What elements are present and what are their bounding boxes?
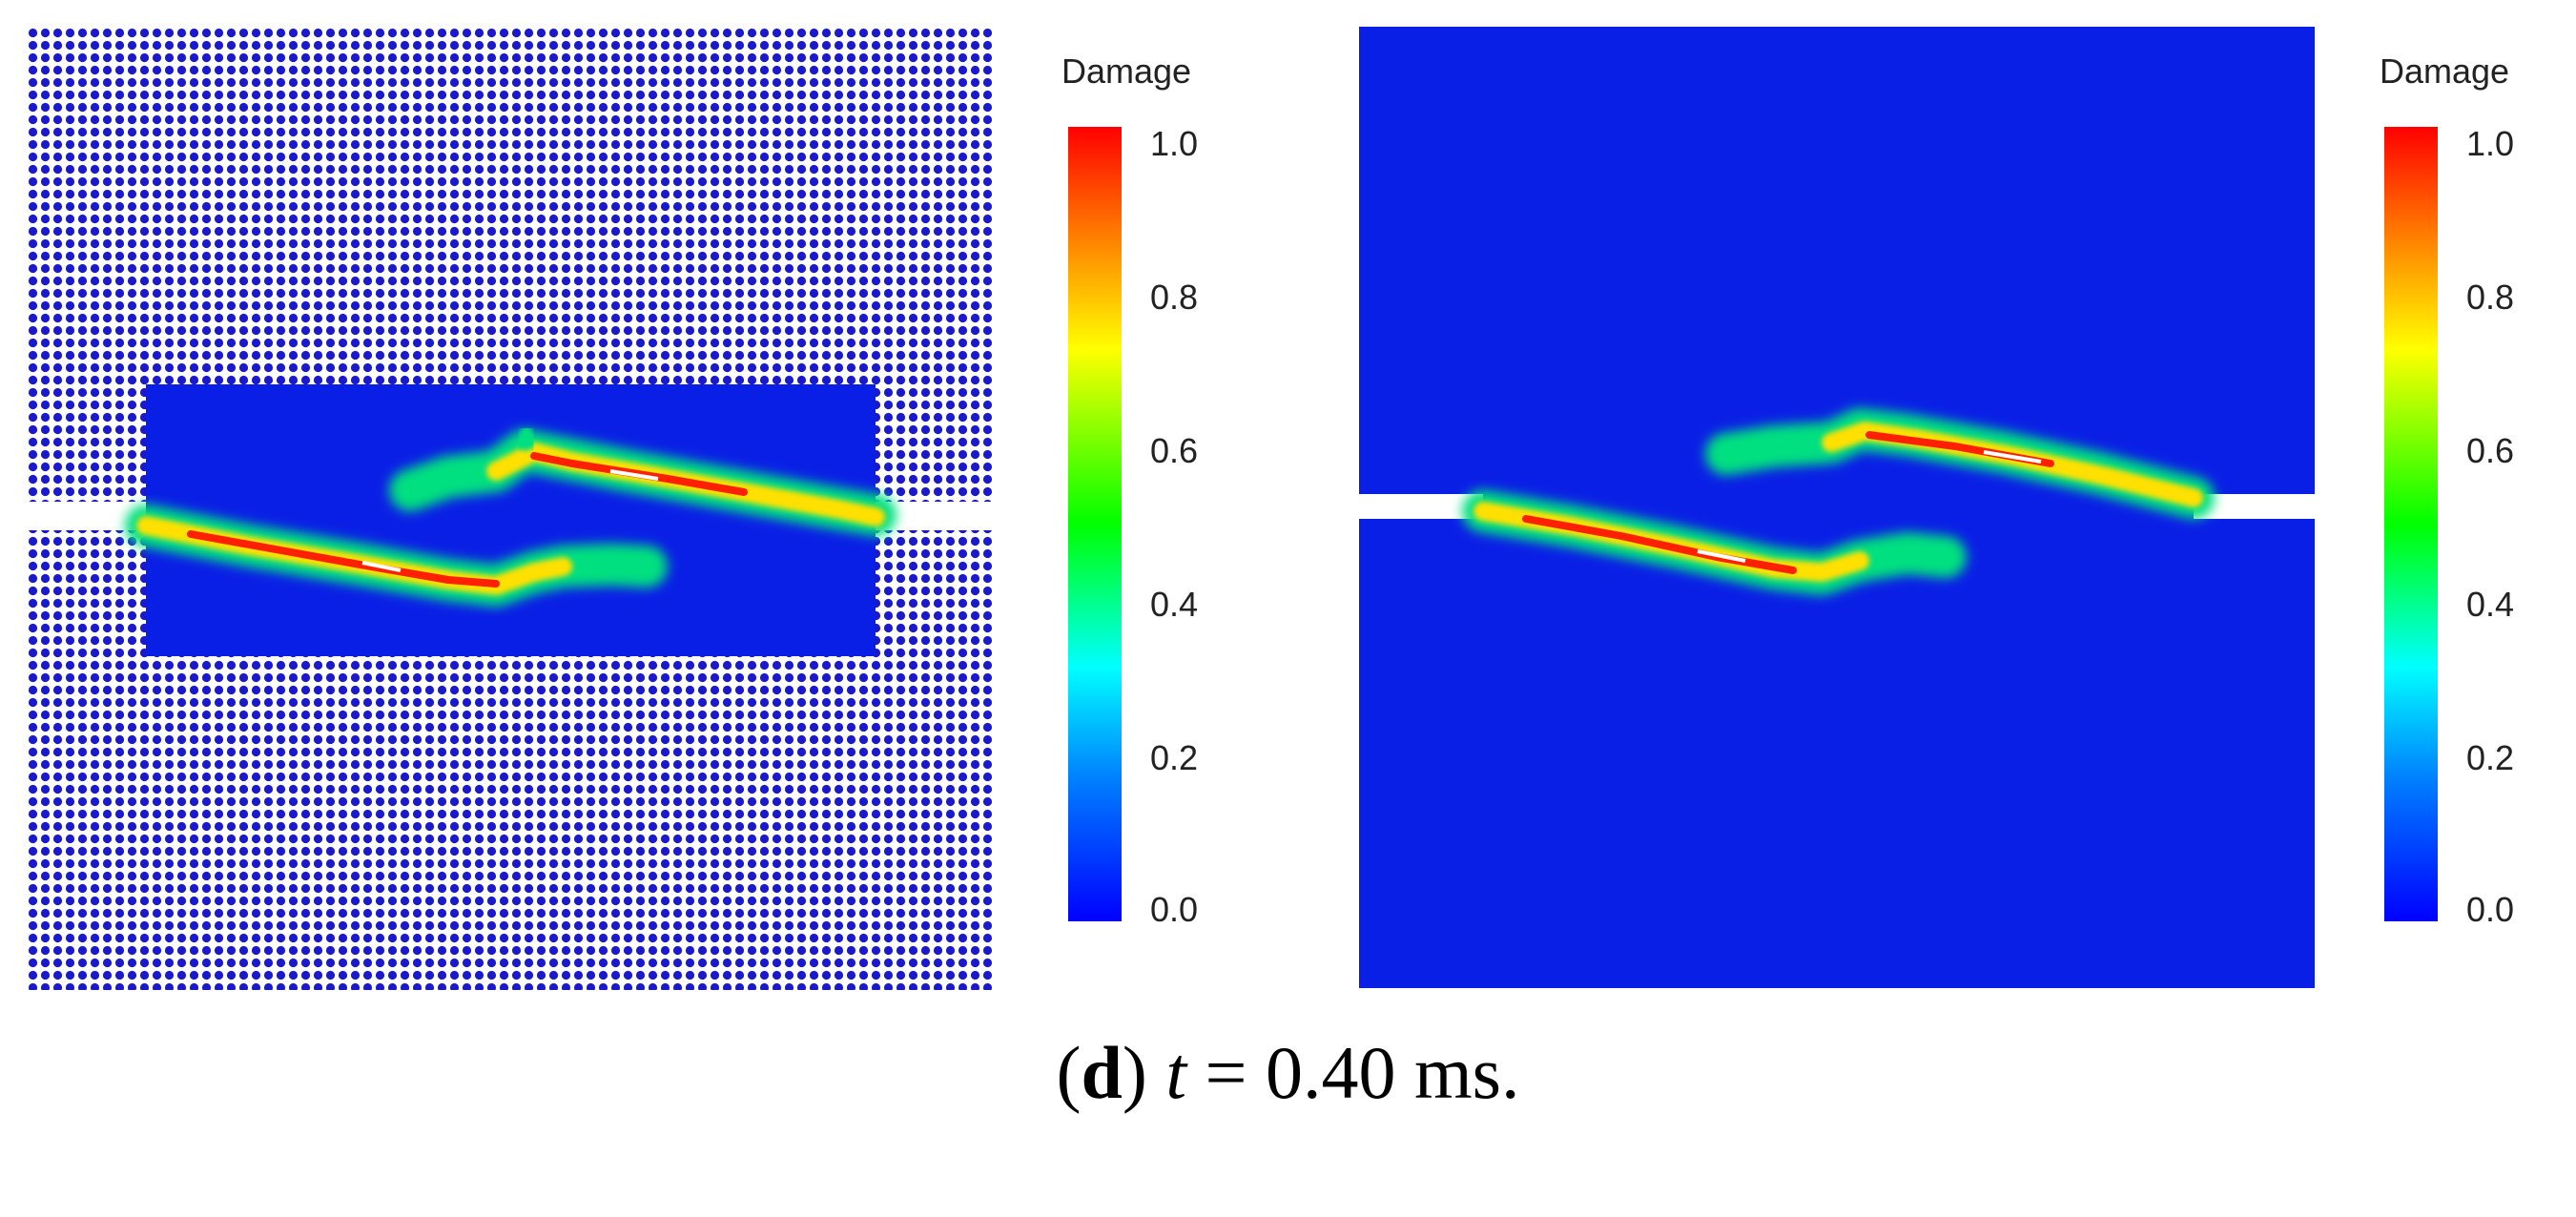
left-crack-lower (125, 505, 668, 607)
left-damage-field (146, 384, 876, 656)
left-colorbar-tick: 0.2 (1150, 738, 1198, 777)
caption-close-paren: ) (1122, 1031, 1147, 1114)
right-colorbar-tick: 0.8 (2466, 278, 2514, 317)
right-panel: Damage 1.0 0.8 0.6 0.4 0.2 0.0 (1359, 27, 2514, 988)
left-colorbar-tick: 0.6 (1150, 431, 1198, 470)
left-colorbar-tick: 1.0 (1150, 124, 1198, 163)
right-colorbar-scale (2384, 127, 2438, 921)
caption-variable: t (1165, 1031, 1186, 1114)
left-colorbar-ticks: 1.0 0.8 0.6 0.4 0.2 0.0 (1150, 124, 1198, 929)
right-colorbar-tick: 1.0 (2466, 124, 2514, 163)
right-crack-upper (1705, 408, 2215, 519)
right-colorbar-tick: 0.0 (2466, 890, 2514, 929)
left-colorbar-title: Damage (1061, 52, 1191, 91)
left-colorbar-scale (1068, 127, 1122, 921)
caption-rest: = 0.40 ms. (1186, 1031, 1520, 1114)
left-panel: Damage 1.0 0.8 0.6 0.4 0.2 0.0 (27, 27, 1198, 990)
caption-label: d (1081, 1031, 1123, 1114)
right-colorbar-tick: 0.2 (2466, 738, 2514, 777)
caption-open-paren: ( (1056, 1031, 1082, 1114)
left-crack-upper (389, 419, 896, 536)
right-colorbar-ticks: 1.0 0.8 0.6 0.4 0.2 0.0 (2466, 124, 2514, 929)
right-colorbar-tick: 0.6 (2466, 431, 2514, 470)
right-damage-field-upper (1359, 27, 2315, 494)
figure-caption: (d) t = 0.40 ms. (0, 1030, 2576, 1116)
right-colorbar-tick: 0.4 (2466, 585, 2514, 624)
right-colorbar-title: Damage (2380, 52, 2509, 91)
right-damage-field-lower (1359, 519, 2315, 988)
left-colorbar-tick: 0.4 (1150, 585, 1198, 624)
left-colorbar-tick: 0.0 (1150, 890, 1198, 929)
left-colorbar-tick: 0.8 (1150, 278, 1198, 317)
right-crack-lower (1462, 490, 1967, 595)
